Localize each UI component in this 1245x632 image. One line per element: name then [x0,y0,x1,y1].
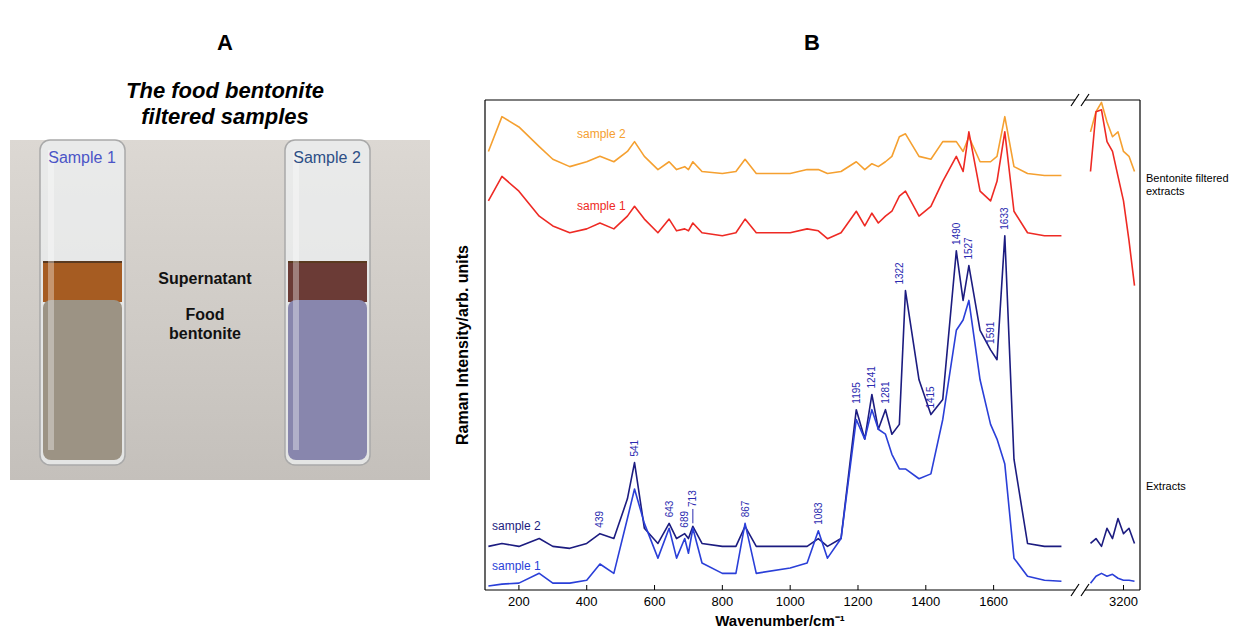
axis-frame [485,94,1140,596]
spectrum-line [488,236,1061,549]
peak-label: 1241 [866,366,877,389]
x-tick-label: 3200 [1109,594,1138,609]
peak-label: 1490 [951,222,962,245]
vial-glass [40,140,125,465]
x-tick-label: 1600 [979,594,1008,609]
x-tick-label: 400 [576,594,598,609]
text-line: Extracts [1146,480,1186,492]
frame-bottom [1085,589,1140,590]
x-tick-label: 1200 [844,594,873,609]
peak-label: 1322 [894,262,905,285]
spectrum-line [488,300,1061,586]
vial-label: Sample 1 [48,149,116,166]
x-tick-label: 200 [508,594,530,609]
spectrum-line [1091,110,1135,286]
supernatant-layer [288,262,367,302]
plot-area [488,117,1061,586]
text-line: The food bentonite [126,78,324,103]
x-tick-label: 1000 [776,594,805,609]
spectrum-line [488,132,1061,239]
spectrum-line [1091,102,1135,171]
vial [40,140,125,465]
peak-leader [692,509,693,523]
text-line: extracts [1146,185,1185,197]
x-tick [1123,585,1124,590]
frame-right [1139,100,1140,590]
text-line: bentonite [169,325,241,342]
text-line: filtered samples [141,104,309,129]
group-label: Extracts [1146,480,1186,492]
peak-label: 1195 [851,382,862,404]
x-tick-label: 600 [644,594,666,609]
y-axis-title: Raman Intensity/arb. units [454,245,471,445]
peak-label: 867 [740,500,751,517]
text-line: Bentonite filtered [1146,172,1229,184]
text-line: Supernatant [158,270,252,287]
series-label: sample 2 [492,519,541,533]
glass-highlight [293,150,299,450]
layer-label: Food bentonite [169,306,241,342]
x-tick [654,585,655,590]
supernatant-layer [43,262,122,302]
peak-label: 439 [594,511,605,528]
figure: A The food bentonitefiltered samples Sampl… [0,0,1245,632]
layer-label: Supernatant [158,270,252,287]
x-tick [993,585,994,590]
x-axis-title: Wavenumber/cm⁻¹ [715,612,844,629]
bentonite-layer [43,300,122,460]
peak-label: 1415 [925,386,936,409]
photo-background [10,140,430,480]
plot-area [1091,102,1135,583]
frame-bottom [485,589,1075,590]
series-label: sample 2 [577,127,626,141]
spectrum-line [1091,573,1135,583]
frame-top [1085,99,1140,100]
axis-break [1081,94,1089,106]
peak-label: 689 [679,511,690,528]
text-line: Food [185,306,224,323]
peak-label: 643 [664,500,675,517]
vial-glass [285,140,370,465]
peak-label: 1633 [999,207,1010,230]
meniscus [288,261,367,263]
vial-label: Sample 2 [293,149,361,166]
x-tick [925,585,926,590]
x-tick [518,585,519,590]
peak-label: 1083 [813,502,824,525]
peak-label: 713 [687,490,698,507]
axis-break [1081,584,1089,596]
meniscus [43,261,122,263]
glass-highlight [48,150,54,450]
panel-title: The food bentonitefiltered samples [126,78,324,129]
frame-left [484,100,485,590]
panel-letter: A [217,30,233,55]
panel-letter: B [804,30,820,55]
x-tick [586,585,587,590]
frame-top [485,99,1075,100]
bentonite-layer [288,300,367,460]
peak-label: 1281 [880,381,891,404]
series-label: sample 1 [577,199,626,213]
peak-label: 1591 [985,321,996,344]
group-label: Bentonite filteredextracts [1146,172,1229,197]
peak-label: 541 [629,439,640,456]
peak-label: 1527 [963,237,974,260]
x-tick-label: 800 [712,594,734,609]
axis-break [1071,94,1079,106]
axis-break [1071,584,1079,596]
x-tick [790,585,791,590]
x-tick-label: 1400 [911,594,940,609]
x-tick [722,585,723,590]
vial [285,140,370,465]
x-tick [857,585,858,590]
spectrum-line [1091,518,1135,546]
series-label: sample 1 [492,559,541,573]
